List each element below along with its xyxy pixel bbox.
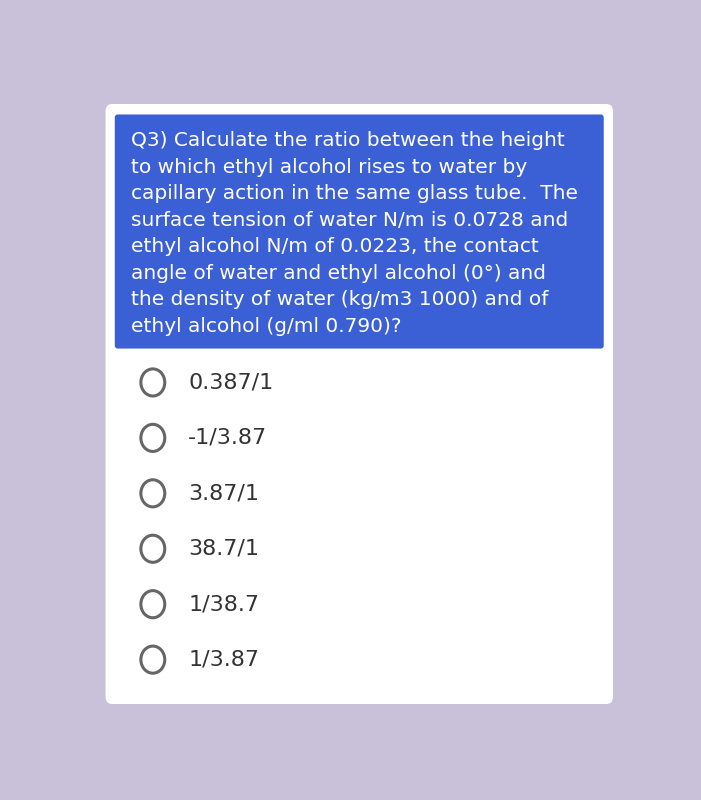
Text: 0.387/1: 0.387/1: [188, 373, 273, 393]
FancyBboxPatch shape: [115, 114, 604, 349]
Text: 1/38.7: 1/38.7: [188, 594, 259, 614]
Text: -1/3.87: -1/3.87: [188, 428, 267, 448]
Text: 3.87/1: 3.87/1: [188, 483, 259, 503]
Text: Q3) Calculate the ratio between the height
to which ethyl alcohol rises to water: Q3) Calculate the ratio between the heig…: [131, 131, 578, 336]
FancyBboxPatch shape: [106, 104, 613, 704]
Text: 1/3.87: 1/3.87: [188, 650, 259, 670]
Text: 38.7/1: 38.7/1: [188, 538, 259, 558]
